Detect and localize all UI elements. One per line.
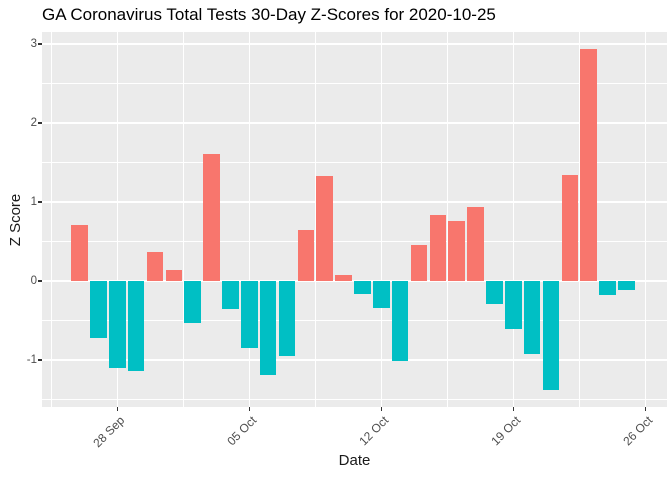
zscore-bar bbox=[259, 281, 277, 375]
minor-gridline-vertical bbox=[50, 32, 52, 407]
minor-gridline-vertical bbox=[578, 32, 580, 407]
major-gridline-horizontal bbox=[42, 280, 667, 282]
x-axis-tick-mark bbox=[644, 407, 646, 411]
y-axis-tick-mark bbox=[38, 280, 42, 282]
y-axis-tick-mark bbox=[38, 359, 42, 361]
zscore-bar bbox=[165, 269, 183, 281]
x-axis-tick-mark bbox=[248, 407, 250, 411]
x-axis-tick-mark bbox=[512, 407, 514, 411]
zscore-bar bbox=[146, 251, 164, 281]
minor-gridline-horizontal bbox=[42, 162, 667, 163]
zscore-bar bbox=[448, 220, 466, 281]
x-axis-tick-mark bbox=[116, 407, 118, 411]
minor-gridline-horizontal bbox=[42, 241, 667, 242]
zscore-bar bbox=[241, 281, 258, 349]
major-gridline-vertical bbox=[116, 32, 118, 407]
zscore-bar bbox=[618, 281, 635, 290]
zscore-bar bbox=[486, 281, 503, 304]
zscore-bar bbox=[222, 281, 239, 310]
y-axis-tick-label: 2 bbox=[30, 117, 37, 129]
zscore-bar bbox=[127, 281, 145, 372]
minor-gridline-horizontal bbox=[42, 320, 667, 321]
plot-panel bbox=[42, 32, 667, 407]
major-gridline-vertical bbox=[644, 32, 646, 407]
zscore-bar bbox=[316, 175, 334, 281]
zscore-bar bbox=[373, 281, 390, 308]
y-axis-tick-mark bbox=[38, 122, 42, 124]
major-gridline-horizontal bbox=[42, 43, 667, 45]
zscore-bar bbox=[278, 281, 296, 357]
zscore-bar bbox=[561, 175, 579, 281]
major-gridline-horizontal bbox=[42, 359, 667, 361]
zscore-bar bbox=[71, 224, 88, 281]
x-axis-title: Date bbox=[338, 452, 371, 469]
minor-gridline-vertical bbox=[182, 32, 184, 407]
zscore-bar bbox=[467, 206, 484, 281]
zscore-bar bbox=[391, 281, 409, 361]
zscore-bar bbox=[429, 215, 447, 281]
y-axis-tick-mark bbox=[38, 43, 42, 45]
major-gridline-vertical bbox=[512, 32, 514, 407]
major-gridline-horizontal bbox=[42, 122, 667, 124]
zscore-bar bbox=[580, 48, 598, 281]
major-gridline-horizontal bbox=[42, 201, 667, 203]
y-axis-tick-mark bbox=[38, 201, 42, 203]
y-axis-tick-label: 3 bbox=[30, 38, 37, 50]
minor-gridline-vertical bbox=[446, 32, 448, 407]
minor-gridline-horizontal bbox=[42, 399, 667, 400]
zscore-bar bbox=[184, 281, 202, 323]
y-axis-tick-label: 0 bbox=[30, 275, 37, 287]
zscore-bar bbox=[505, 281, 522, 330]
chart-title: GA Coronavirus Total Tests 30-Day Z-Scor… bbox=[42, 5, 496, 24]
zscore-bar bbox=[109, 281, 126, 368]
y-axis-title: Z Score bbox=[7, 193, 24, 246]
y-axis-tick-label: 1 bbox=[30, 196, 37, 208]
zscore-bar bbox=[542, 281, 560, 391]
zscore-bar bbox=[203, 153, 220, 281]
minor-gridline-horizontal bbox=[42, 83, 667, 84]
x-axis-tick-mark bbox=[380, 407, 382, 411]
y-axis-tick-label: -1 bbox=[26, 354, 37, 366]
zscore-bar bbox=[90, 281, 107, 338]
zscore-bar bbox=[297, 230, 315, 281]
zscore-bar bbox=[599, 281, 616, 296]
zscore-bar bbox=[354, 281, 371, 295]
zscore-bar bbox=[335, 274, 352, 281]
major-gridline-vertical bbox=[380, 32, 382, 407]
minor-gridline-vertical bbox=[314, 32, 316, 407]
zscore-bar bbox=[410, 244, 428, 281]
zscore-bar bbox=[523, 281, 541, 354]
major-gridline-vertical bbox=[248, 32, 250, 407]
